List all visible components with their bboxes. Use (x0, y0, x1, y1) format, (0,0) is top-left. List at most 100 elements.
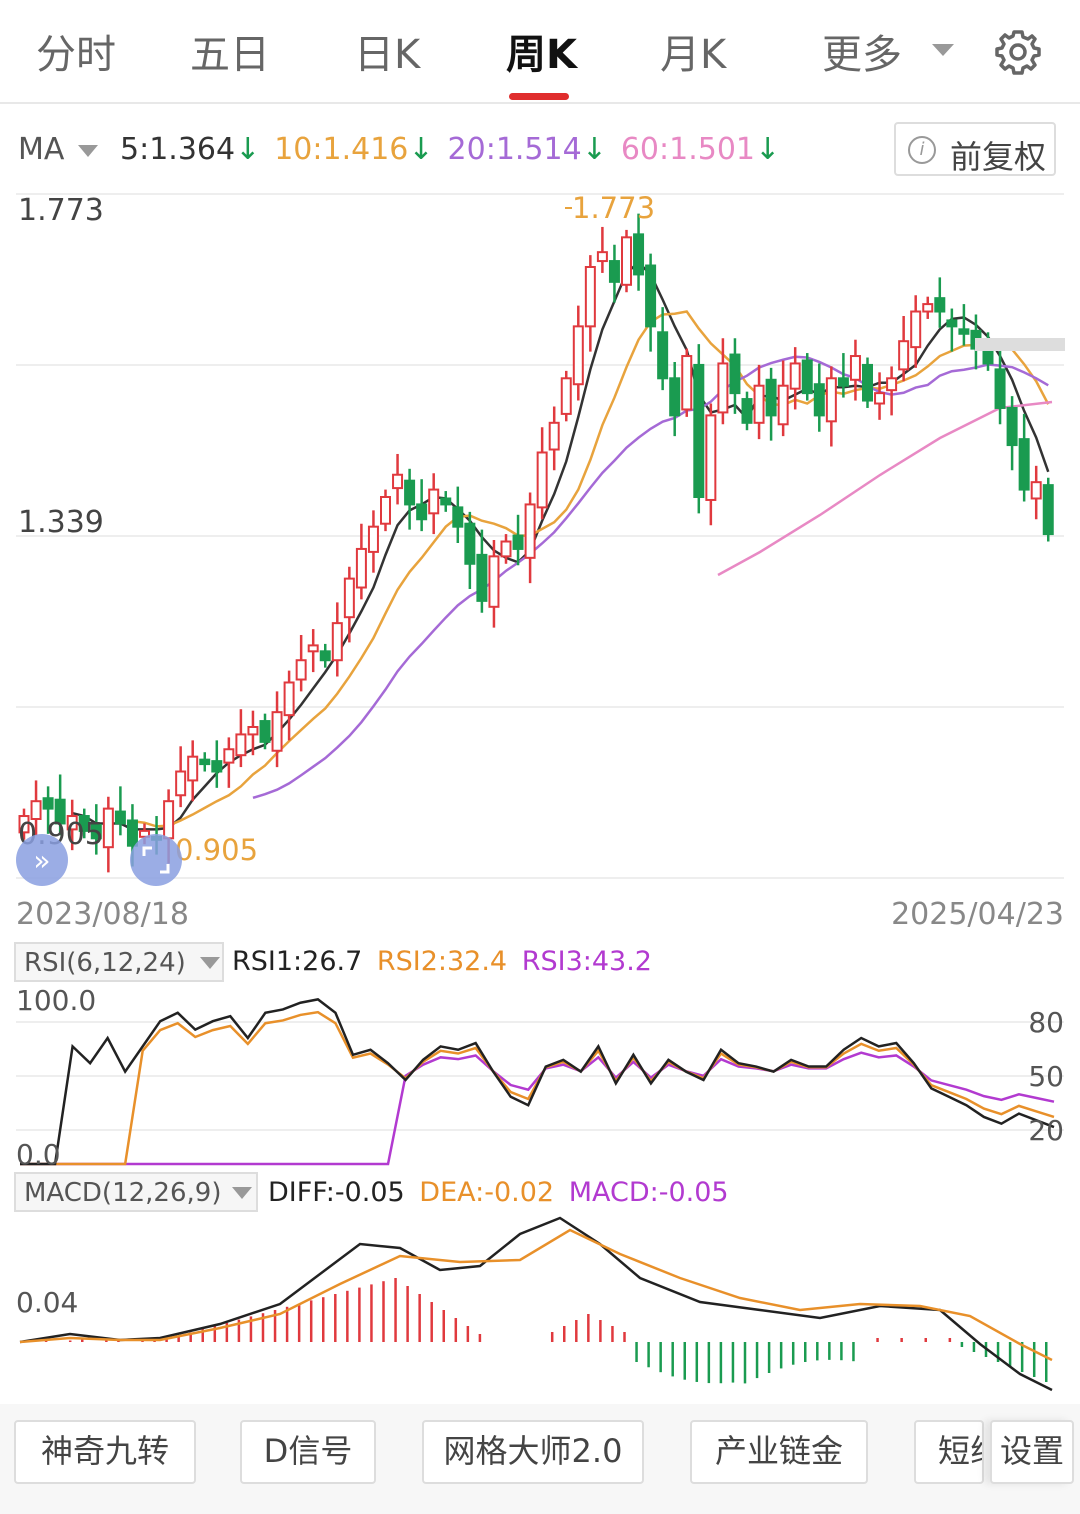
candle-body (247, 726, 259, 736)
candle-body (837, 377, 849, 387)
candle-body (524, 503, 536, 559)
expand-left-button[interactable]: » (16, 834, 68, 886)
candle-body (849, 355, 861, 381)
rsi3-line (20, 1051, 1055, 1166)
rsi-chart[interactable]: 100.0 0.0 80 50 20 (0, 986, 1080, 1168)
candle-body (1030, 481, 1042, 500)
candle-body (175, 770, 187, 797)
candle-body (355, 547, 367, 589)
min-price-marker: 0.905 (175, 833, 258, 867)
period-tab-bar: 分时 五日 日K 周K 月K 更多 (0, 0, 1080, 104)
candle-body (1042, 484, 1054, 536)
candle-body (753, 384, 765, 424)
candle-body (78, 815, 90, 832)
chevron-down-icon[interactable] (932, 44, 954, 56)
candle-body (633, 233, 645, 276)
rsi3-value: RSI3:43.2 (521, 946, 652, 977)
ma-value-3: 60:1.501↓ (620, 132, 781, 167)
active-tab-indicator (509, 93, 569, 100)
candle-body (621, 236, 632, 286)
candle-body (199, 758, 211, 766)
price-mid-label: 1.339 (18, 505, 104, 540)
chevron-down-icon (232, 1187, 252, 1199)
candle-body (886, 377, 898, 392)
macd-dea-value: DEA:-0.02 (419, 1177, 555, 1208)
candle-body (729, 353, 741, 395)
candle-body (994, 368, 1006, 409)
candle-body (681, 355, 693, 411)
tab-more[interactable]: 更多 (822, 32, 902, 78)
candle-body (66, 815, 78, 831)
tab-five-day[interactable]: 五日 (190, 32, 270, 78)
ma-selector-label[interactable]: MA (18, 132, 65, 167)
candle-body (934, 297, 946, 313)
macd-lines (19, 1216, 1053, 1392)
candle-body (946, 319, 958, 328)
candle-body (380, 496, 391, 525)
candle-body (1006, 406, 1018, 447)
rsi2-value: RSI2:32.4 (376, 946, 508, 977)
price-high-label: 1.773 (18, 193, 104, 228)
d-signal-button[interactable]: D信号 (240, 1420, 376, 1484)
rsi-top-label: 100.0 (16, 986, 96, 1017)
short-term-button[interactable]: 短线 (914, 1420, 984, 1484)
fullscreen-button[interactable] (130, 834, 182, 886)
rsi-lines (20, 998, 1055, 1166)
candle-body (428, 488, 440, 515)
candle-body (331, 622, 343, 662)
gear-icon[interactable] (994, 28, 1042, 76)
diff-line (19, 1216, 1053, 1392)
candle-body (958, 328, 970, 335)
candles (18, 213, 1054, 873)
candle-body (30, 800, 42, 820)
grid-master-button[interactable]: 网格大师2.0 (422, 1420, 644, 1484)
rsi-selector-label: RSI(6,12,24) (24, 948, 186, 978)
ma-legend: MA 5:1.364↓ 10:1.416↓ 20:1.514↓ 60:1.501↓ (0, 128, 1080, 176)
tab-daily-k[interactable]: 日K (354, 32, 421, 78)
candle-body (343, 577, 355, 619)
candle-body (765, 378, 777, 417)
candle-body (584, 266, 596, 328)
adjust-mode-label: 前复权 (950, 138, 1047, 176)
rsi-selector[interactable]: RSI(6,12,24) (14, 942, 224, 982)
tab-intraday[interactable]: 分时 (36, 32, 116, 78)
candle-body (476, 553, 488, 602)
settings-button[interactable]: 设置 (990, 1420, 1074, 1484)
dea-line (19, 1228, 1053, 1362)
candle-body (693, 363, 705, 498)
candlestick-chart[interactable]: 1.773 1.339 0.905 1.773 0.905 2023/08/18… (0, 180, 1080, 940)
candle-body (392, 473, 404, 490)
candle-body (211, 760, 223, 773)
candle-body (898, 340, 910, 371)
macd-legend: DIFF:-0.05 DEA:-0.02 MACD:-0.05 (268, 1177, 729, 1217)
fullscreen-icon (142, 846, 170, 874)
ma-value-1: 10:1.416↓ (274, 132, 434, 167)
ma60-line (717, 400, 1053, 577)
candle-body (813, 383, 825, 417)
indicator-toolbar: 神奇九转 D信号 网格大师2.0 产业链金 短线 设置 (0, 1404, 1080, 1514)
macd-selector[interactable]: MACD(12,26,9) (14, 1172, 258, 1212)
chevron-down-icon (200, 957, 220, 969)
info-icon: i (908, 136, 936, 164)
adjust-mode-button[interactable]: i 前复权 (894, 122, 1056, 176)
magic-nine-button[interactable]: 神奇九转 (14, 1420, 196, 1484)
candle-body (922, 303, 934, 313)
rsi-level-20: 20 (1028, 1114, 1064, 1147)
chart-grid (16, 193, 1064, 879)
candle-body (669, 377, 681, 417)
candle-body (1018, 438, 1030, 491)
industry-chain-button[interactable]: 产业链金 (690, 1420, 868, 1484)
ma-values: 5:1.364↓ 10:1.416↓ 20:1.514↓ 60:1.501↓ (120, 132, 794, 167)
macd-chart[interactable]: 0.04 (0, 1214, 1080, 1400)
tab-weekly-k[interactable]: 周K (506, 32, 577, 78)
candle-body (500, 540, 512, 558)
candle-body (596, 251, 608, 263)
candle-body (259, 720, 271, 743)
ma-dropdown-icon[interactable] (78, 145, 98, 157)
candle-body (271, 711, 283, 752)
candle-body (825, 377, 837, 423)
tab-monthly-k[interactable]: 月K (660, 32, 727, 78)
candle-body (102, 807, 114, 849)
candle-body (789, 362, 801, 390)
max-price-marker: 1.773 (572, 191, 655, 225)
